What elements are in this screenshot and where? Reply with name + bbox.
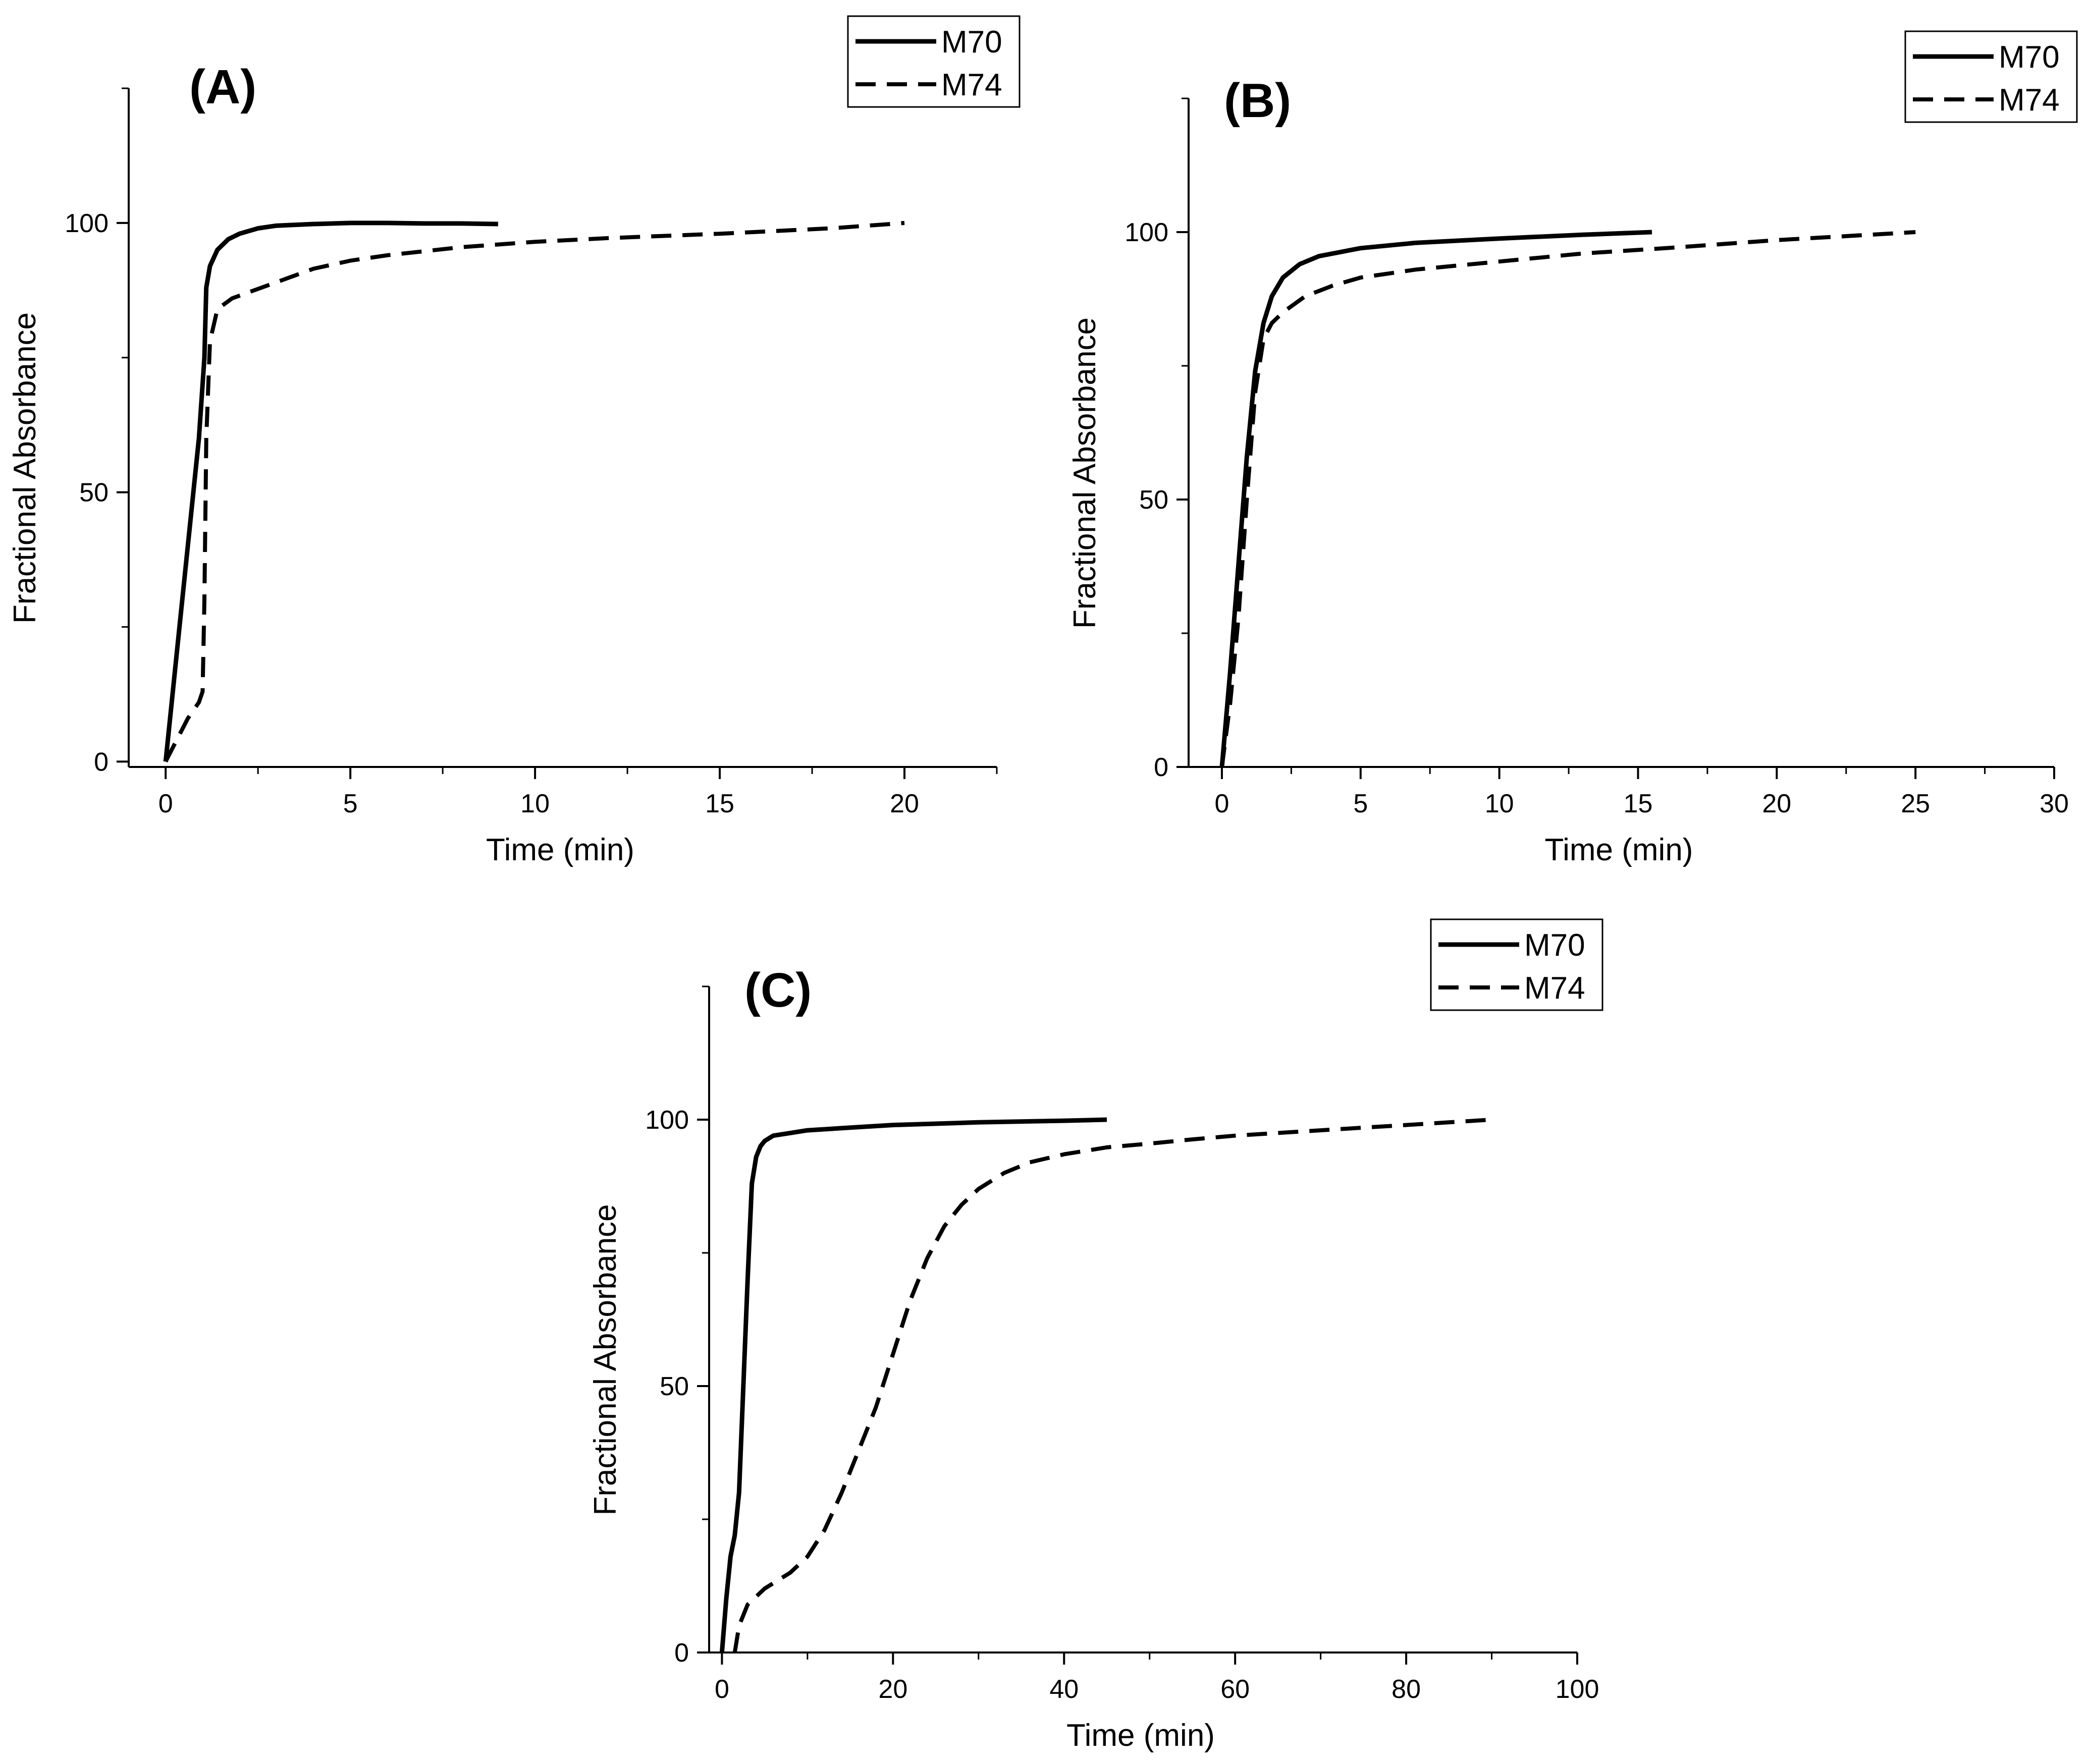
legend-box	[1904, 30, 2078, 123]
x-tick-label: 0	[158, 789, 173, 818]
legend-label-m70: M70	[1524, 928, 1585, 963]
x-tick-label: 20	[878, 1675, 907, 1704]
y-tick-label: 50	[660, 1372, 689, 1401]
x-tick-label: 0	[715, 1675, 729, 1704]
series-line-m70	[1219, 230, 1652, 767]
x-tick-label: 25	[1901, 789, 1930, 818]
x-tick-label: 60	[1220, 1675, 1250, 1704]
y-tick-label: 0	[674, 1638, 689, 1668]
series-line-m74	[164, 220, 905, 763]
x-tick-label: 15	[705, 789, 734, 818]
x-tick-label: 10	[1485, 789, 1514, 818]
legend-label-m70: M70	[1999, 40, 2060, 75]
legend-label-m70: M70	[941, 25, 1002, 60]
x-tick-label: 10	[520, 789, 550, 818]
y-axis-title: Fractional Absorbance	[588, 1204, 623, 1516]
y-tick-label: 0	[1154, 753, 1168, 782]
x-tick-label: 0	[1215, 789, 1229, 818]
legend-label-m74: M74	[941, 68, 1002, 102]
series-line-m74	[732, 1118, 1492, 1653]
x-tick-label: 40	[1049, 1675, 1079, 1704]
x-tick-label: 15	[1624, 789, 1653, 818]
x-axis-title: Time (min)	[1545, 833, 1693, 867]
panel-label: (A)	[189, 60, 256, 114]
series-line-m70	[163, 220, 498, 762]
x-tick-label: 20	[890, 789, 919, 818]
panel-label: (B)	[1224, 74, 1291, 128]
y-tick-label: 0	[94, 747, 109, 777]
legend-label-m74: M74	[1999, 83, 2060, 118]
series-line-m74	[1220, 230, 1916, 767]
y-axis-title: Fractional Absorbance	[8, 312, 42, 624]
x-tick-label: 30	[2040, 789, 2069, 818]
panel-label: (C)	[744, 963, 812, 1017]
y-tick-label: 50	[1139, 485, 1168, 515]
legend-box	[1430, 918, 1603, 1011]
x-tick-label: 80	[1391, 1675, 1421, 1704]
legend-box	[847, 15, 1021, 108]
x-axis-title: Time (min)	[486, 833, 634, 867]
chart-panel-b: 0 5 10 15 20 25 30 0 50 100 Time (min) Fractional A…	[1067, 30, 2078, 867]
series-line-m70	[719, 1117, 1107, 1653]
x-tick-label: 100	[1556, 1675, 1599, 1704]
legend-label-m74: M74	[1524, 971, 1585, 1006]
x-tick-label: 5	[1353, 789, 1368, 818]
chart-panel-c: 0 20 40 60 80 100 0 50 100 Time (min) Fractional A…	[588, 918, 1603, 1753]
x-axis-title: Time (min)	[1066, 1718, 1215, 1753]
y-tick-label: 50	[79, 478, 109, 508]
x-tick-label: 20	[1762, 789, 1791, 818]
y-tick-label: 100	[1125, 218, 1168, 247]
chart-panel-a: 0 5 10 15 20 0 50 100 Time (min) Fractional Absor…	[8, 15, 1021, 867]
y-axis-title: Fractional Absorbance	[1067, 317, 1102, 629]
y-tick-label: 100	[65, 209, 109, 238]
y-tick-label: 100	[645, 1106, 689, 1135]
x-tick-label: 5	[343, 789, 358, 818]
